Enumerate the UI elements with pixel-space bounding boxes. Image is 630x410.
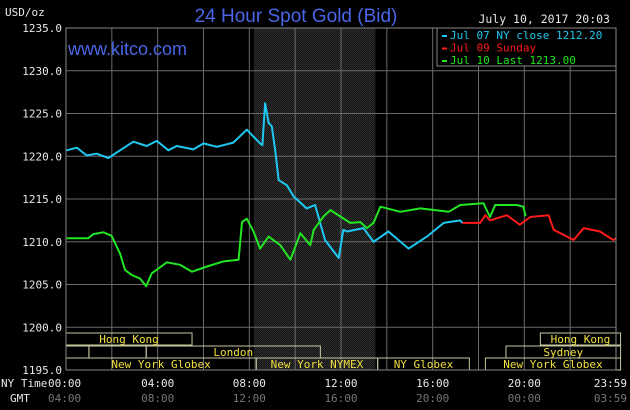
session-box (539, 332, 622, 346)
session-label: London (213, 346, 253, 359)
y-tick-label: 1225.0 (22, 108, 62, 121)
session-label: New York NYMEX (271, 358, 364, 371)
gmt-label: GMT (10, 392, 30, 405)
y-tick-label: 1210.0 (22, 236, 62, 249)
x-tick-label-gmt: 08:00 (141, 392, 174, 405)
session-label: New York Globex (111, 358, 211, 371)
chart-title: 24 Hour Spot Gold (Bid) (195, 6, 398, 27)
series-line-2 (66, 202, 527, 288)
x-tick-label-gmt: 16:00 (324, 392, 357, 405)
y-tick-label: 1220.0 (22, 150, 62, 163)
x-tick-label-ny: 12:00 (324, 377, 357, 390)
session-bar: New York Globex (484, 357, 622, 371)
plot-border (65, 27, 617, 371)
legend-swatch (442, 60, 447, 62)
x-tick-label-ny: 08:00 (233, 377, 266, 390)
series-line-1 (462, 214, 617, 241)
x-tick-label-gmt: 03:59 (594, 392, 627, 405)
timestamp: July 10, 2017 20:03 (478, 12, 610, 26)
grid (65, 27, 617, 371)
watermark: www.kitco.com (67, 39, 187, 59)
x-tick-label-ny: 04:00 (141, 377, 174, 390)
series-line-0 (66, 102, 464, 259)
session-label: Hong Kong (551, 333, 611, 346)
x-tick-label-gmt: 12:00 (233, 392, 266, 405)
x-tick-label-ny: 16:00 (416, 377, 449, 390)
x-tick-label-ny: 23:59 (594, 377, 627, 390)
x-tick-label-ny: 20:00 (508, 377, 541, 390)
session-label: New York Globex (503, 358, 603, 371)
legend-swatch (442, 35, 447, 37)
legend-entry: Jul 10 Last 1213.00 (450, 54, 576, 67)
session-bar: New York NYMEX (255, 357, 379, 371)
x-tick-label-gmt: 00:00 (508, 392, 541, 405)
session-label: NY Globex (394, 358, 454, 371)
x-tick-label-ny: 00:00 (48, 377, 81, 390)
legend-entry: Jul 07 NY close 1212.20 (450, 29, 602, 42)
legend-box (436, 27, 617, 67)
session-label: Hong Kong (99, 333, 159, 346)
y-tick-label: 1205.0 (22, 279, 62, 292)
x-tick-label-gmt: 04:00 (48, 392, 81, 405)
session-label: Sydney (543, 346, 583, 359)
y-tick-labels: 1235.0 1230.0 1225.0 1220.0 1215.0 1210.0 1205… (22, 22, 62, 377)
y-axis-label: USD/oz (5, 6, 45, 19)
y-tick-label: 1215.0 (22, 193, 62, 206)
y-tick-label: 1230.0 (22, 65, 62, 78)
legend-entry: Jul 09 Sunday (450, 42, 536, 55)
y-tick-label: 1195.0 (22, 364, 62, 377)
series-lines (66, 102, 617, 288)
legend-swatch (442, 47, 447, 50)
y-tick-label: 1200.0 (22, 321, 62, 334)
ny-time-label: NY Time (1, 377, 47, 390)
session-bar: Hong Kong (539, 332, 622, 346)
y-tick-label: 1235.0 (22, 22, 62, 35)
x-tick-labels: 00:00 04:00 04:00 08:00 08:00 12:00 12:00 16:00… (48, 377, 627, 405)
x-tick-label-gmt: 20:00 (416, 392, 449, 405)
